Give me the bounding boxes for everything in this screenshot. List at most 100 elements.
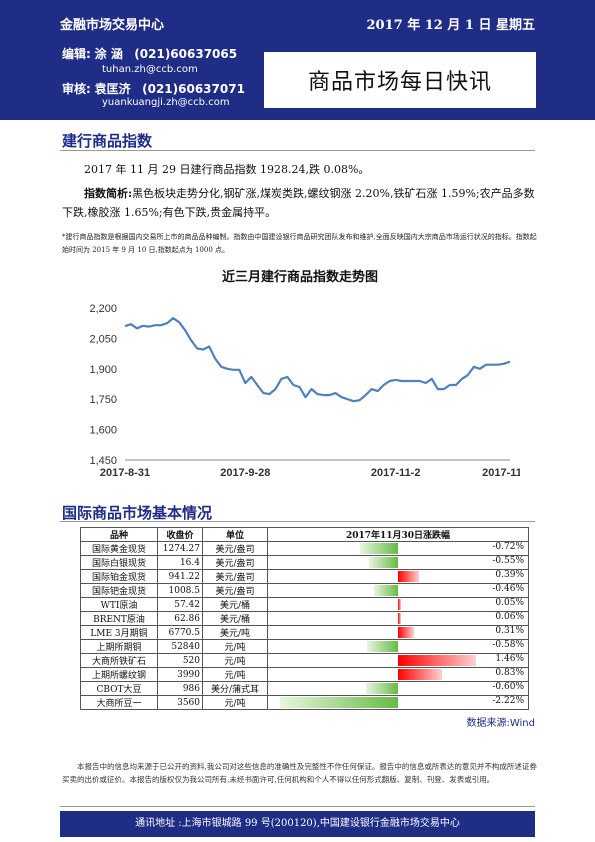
section-title-market: 国际商品市场基本情况 [62, 504, 213, 522]
commodity-name: 上期所期铜 [80, 639, 158, 654]
price-unit: 美分/蒲式耳 [202, 681, 268, 696]
analysis-label: 指数简析: [84, 187, 133, 200]
change-label: 0.39% [495, 570, 524, 580]
close-price: 16.4 [157, 555, 203, 570]
change-bar [398, 669, 443, 680]
commodity-name: WTI原油 [80, 597, 158, 612]
change-bar [398, 599, 401, 610]
y-tick-label: 1,450 [89, 455, 117, 467]
report-title: 商品市场每日快讯 [307, 70, 492, 95]
change-label: 1.46% [495, 654, 524, 664]
price-unit: 美元/盎司 [202, 583, 268, 598]
change-label: -0.55% [492, 556, 524, 566]
col-header-price: 收盘价 [157, 527, 203, 542]
commodity-name: 国际钯金现货 [80, 583, 158, 598]
report-date: 2017 年 12 月 1 日 星期五 [366, 18, 535, 33]
change-label: -0.72% [492, 542, 524, 552]
price-unit: 美元/盎司 [202, 541, 268, 556]
close-price: 57.42 [157, 597, 203, 612]
close-price: 52840 [157, 639, 203, 654]
table-row: 上期所期铜 52840 元/吨 -0.58% [80, 639, 529, 654]
change-bar [398, 655, 476, 666]
editor-phone: (021)60637065 [134, 47, 238, 61]
close-price: 1274.27 [157, 541, 203, 556]
commodity-name: LME 3月期铜 [80, 625, 158, 640]
price-unit: 美元/吨 [202, 625, 268, 640]
table-row: 国际白银现货 16.4 美元/盎司 -0.55% [80, 555, 529, 570]
report-title-box: 商品市场每日快讯 [263, 51, 537, 109]
change-label: -0.60% [492, 682, 524, 692]
change-bar [398, 627, 415, 638]
change-label: -2.22% [492, 696, 524, 706]
section-divider [60, 150, 535, 151]
disclaimer: 本报告中的信息均来源于已公开的资料,我公司对这些信息的准确性及完整性不作任何保证… [62, 762, 537, 784]
editor-label: 编辑: [62, 47, 91, 61]
reviewer-email: yuankuangji.zh@ccb.com [102, 97, 230, 108]
commodity-name: 国际白银现货 [80, 555, 158, 570]
x-tick-label: 2017-8-31 [100, 467, 150, 479]
commodity-name: 大商所豆一 [80, 695, 158, 710]
reviewer-row: 审核: 袁匡济 (021)60637071 [62, 80, 245, 97]
close-price: 986 [157, 681, 203, 696]
y-tick-label: 1,750 [89, 394, 117, 406]
price-unit: 美元/盎司 [202, 569, 268, 584]
col-header-name: 品种 [80, 527, 158, 542]
change-cell: 0.83% [267, 667, 529, 682]
index-note: *建行商品指数是根据国内交易所上市的商品品种编制。指数由中国建设银行商品研究团队… [62, 233, 537, 254]
price-unit: 美元/桶 [202, 597, 268, 612]
change-cell: -0.60% [267, 681, 529, 696]
change-cell: 0.05% [267, 597, 529, 612]
change-cell: -0.46% [267, 583, 529, 598]
reviewer-label: 审核: [62, 82, 91, 96]
change-label: -0.46% [492, 584, 524, 594]
table-row: BRENT原油 62.86 美元/桶 0.06% [80, 611, 529, 626]
index-summary: 2017 年 11 月 29 日建行商品指数 1928.24,跌 0.08%。 [84, 163, 370, 176]
analysis-text: 黑色板块走势分化,钢矿涨,煤炭类跌,螺纹钢涨 2.20%,铁矿石涨 1.59%;… [62, 187, 535, 219]
y-tick-label: 2,050 [89, 333, 117, 345]
x-tick-label: 2017-11-2 [371, 467, 421, 479]
price-unit: 元/吨 [202, 653, 268, 668]
commodity-name: 大商所铁矿石 [80, 653, 158, 668]
price-unit: 美元/盎司 [202, 555, 268, 570]
y-tick-label: 2,200 [89, 303, 117, 315]
table-row: 大商所铁矿石 520 元/吨 1.46% [80, 653, 529, 668]
change-bar [359, 543, 398, 554]
table-row: CBOT大豆 986 美分/蒲式耳 -0.60% [80, 681, 529, 696]
change-label: 0.31% [495, 626, 524, 636]
close-price: 520 [157, 653, 203, 668]
change-bar [398, 571, 419, 582]
close-price: 941.22 [157, 569, 203, 584]
table-row: 上期所螺纹钢 3990 元/吨 0.83% [80, 667, 529, 682]
index-analysis: 指数简析:黑色板块走势分化,钢矿涨,煤炭类跌,螺纹钢涨 2.20%,铁矿石涨 1… [62, 184, 540, 222]
col-header-change: 2017年11月30日涨跌幅 [267, 527, 529, 542]
change-label: 0.83% [495, 668, 524, 678]
table-row: LME 3月期铜 6770.5 美元/吨 0.31% [80, 625, 529, 640]
editor-row: 编辑: 涂 涵 (021)60637065 [62, 45, 237, 62]
table-row: 国际钯金现货 1008.5 美元/盎司 -0.46% [80, 583, 529, 598]
price-unit: 元/吨 [202, 695, 268, 710]
change-bar [366, 683, 398, 694]
table-row: 国际铂金现货 941.22 美元/盎司 0.39% [80, 569, 529, 584]
change-bar [398, 613, 402, 624]
change-cell: -2.22% [267, 695, 529, 710]
change-cell: 0.31% [267, 625, 529, 640]
org-name: 金融市场交易中心 [60, 18, 165, 33]
change-label: 0.06% [495, 612, 524, 622]
chart-title: 近三月建行商品指数走势图 [221, 270, 378, 285]
table-row: 大商所豆一 3560 元/吨 -2.22% [80, 695, 529, 710]
market-table: 品种 收盘价 单位 2017年11月30日涨跌幅 国际黄金现货 1274.27 美元… [80, 527, 529, 710]
change-bar [368, 557, 398, 568]
change-cell: 0.39% [267, 569, 529, 584]
commodity-name: 国际铂金现货 [80, 569, 158, 584]
commodity-name: BRENT原油 [80, 611, 158, 626]
y-tick-label: 1,900 [89, 364, 117, 376]
price-unit: 美元/桶 [202, 611, 268, 626]
change-cell: 1.46% [267, 653, 529, 668]
footer-divider [60, 806, 535, 807]
close-price: 3990 [157, 667, 203, 682]
close-price: 62.86 [157, 611, 203, 626]
y-tick-label: 1,600 [89, 425, 117, 437]
editor-name: 涂 涵 [94, 47, 123, 61]
change-bar [367, 641, 398, 652]
change-label: -0.58% [492, 640, 524, 650]
